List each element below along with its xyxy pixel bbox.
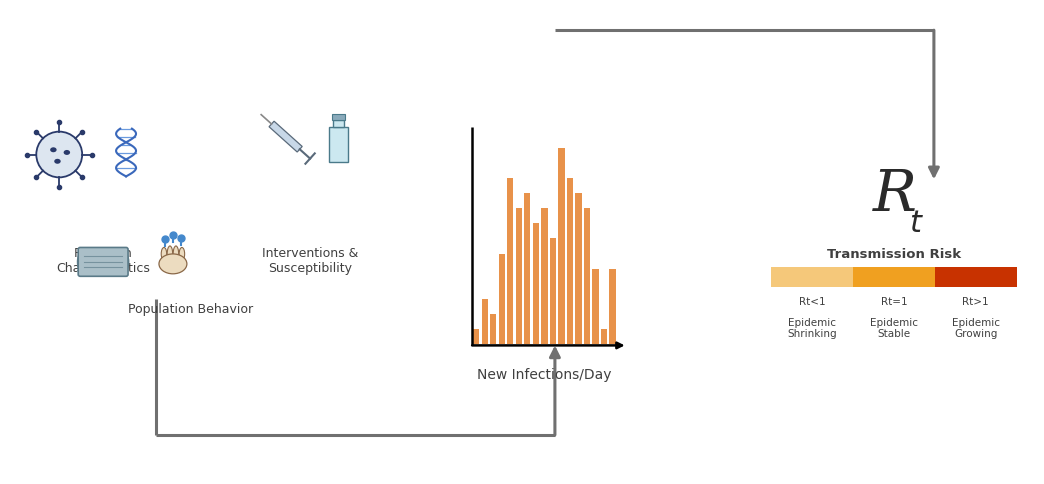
- Text: Rt>1: Rt>1: [963, 296, 989, 306]
- Bar: [559, 148, 565, 345]
- Bar: [575, 194, 582, 345]
- Bar: [853, 267, 934, 287]
- Ellipse shape: [50, 148, 56, 153]
- Text: $\mathdefault{R}$: $\mathdefault{R}$: [872, 166, 917, 223]
- Ellipse shape: [54, 159, 61, 165]
- Text: Epidemic
Stable: Epidemic Stable: [870, 317, 918, 338]
- Polygon shape: [269, 122, 302, 152]
- Text: Transmission Risk: Transmission Risk: [827, 248, 962, 261]
- Ellipse shape: [173, 246, 179, 262]
- Bar: [499, 254, 505, 345]
- Text: New Infections/Day: New Infections/Day: [477, 367, 612, 381]
- Ellipse shape: [159, 255, 187, 274]
- Bar: [772, 267, 853, 287]
- Bar: [473, 330, 479, 345]
- Text: Rt=1: Rt=1: [881, 296, 907, 306]
- Text: $t$: $t$: [908, 207, 923, 238]
- Text: Epidemic
Shrinking: Epidemic Shrinking: [787, 317, 837, 338]
- Ellipse shape: [180, 248, 185, 261]
- Ellipse shape: [64, 151, 70, 156]
- Text: Epidemic
Growing: Epidemic Growing: [952, 317, 1000, 338]
- Bar: [542, 209, 547, 345]
- Bar: [567, 179, 573, 345]
- FancyBboxPatch shape: [78, 248, 128, 277]
- Ellipse shape: [167, 246, 172, 262]
- Bar: [524, 194, 530, 345]
- Bar: [550, 239, 556, 345]
- Bar: [584, 209, 590, 345]
- Bar: [601, 330, 607, 345]
- Bar: [507, 179, 514, 345]
- Text: Interventions &
Susceptibility: Interventions & Susceptibility: [262, 246, 359, 274]
- Bar: [329, 127, 348, 163]
- Bar: [934, 267, 1017, 287]
- Bar: [610, 269, 616, 345]
- Bar: [482, 300, 488, 345]
- Bar: [333, 121, 345, 127]
- Bar: [516, 209, 522, 345]
- Text: Population Behavior: Population Behavior: [128, 302, 254, 315]
- Bar: [332, 115, 345, 121]
- Ellipse shape: [161, 248, 167, 261]
- Bar: [491, 315, 497, 345]
- Bar: [592, 269, 598, 345]
- Circle shape: [37, 132, 82, 178]
- Bar: [532, 224, 539, 345]
- Text: Rt<1: Rt<1: [799, 296, 826, 306]
- Text: Pathogen
Characteristics: Pathogen Characteristics: [56, 246, 150, 274]
